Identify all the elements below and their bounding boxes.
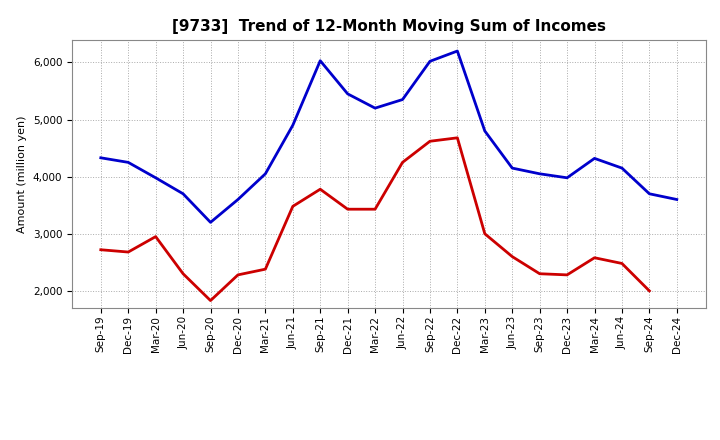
Ordinary Income: [563, 175, 572, 180]
Net Income: [426, 139, 434, 144]
Ordinary Income: [261, 171, 270, 176]
Ordinary Income: [289, 123, 297, 128]
Net Income: [206, 298, 215, 303]
Net Income: [563, 272, 572, 278]
Ordinary Income: [96, 155, 105, 161]
Net Income: [261, 267, 270, 272]
Net Income: [151, 234, 160, 239]
Net Income: [96, 247, 105, 253]
Net Income: [618, 261, 626, 266]
Net Income: [508, 254, 516, 259]
Net Income: [371, 206, 379, 212]
Ordinary Income: [618, 165, 626, 171]
Line: Net Income: Net Income: [101, 138, 649, 301]
Net Income: [179, 271, 187, 276]
Ordinary Income: [206, 220, 215, 225]
Net Income: [536, 271, 544, 276]
Ordinary Income: [590, 156, 599, 161]
Title: [9733]  Trend of 12-Month Moving Sum of Incomes: [9733] Trend of 12-Month Moving Sum of I…: [172, 19, 606, 34]
Net Income: [453, 135, 462, 140]
Ordinary Income: [371, 106, 379, 111]
Ordinary Income: [453, 48, 462, 54]
Net Income: [398, 160, 407, 165]
Ordinary Income: [179, 191, 187, 196]
Net Income: [289, 204, 297, 209]
Line: Ordinary Income: Ordinary Income: [101, 51, 677, 222]
Ordinary Income: [151, 175, 160, 180]
Ordinary Income: [480, 128, 489, 134]
Ordinary Income: [508, 165, 516, 171]
Net Income: [124, 249, 132, 255]
Net Income: [316, 187, 325, 192]
Ordinary Income: [645, 191, 654, 196]
Net Income: [233, 272, 242, 278]
Net Income: [590, 255, 599, 260]
Ordinary Income: [536, 171, 544, 176]
Net Income: [480, 231, 489, 236]
Net Income: [343, 206, 352, 212]
Y-axis label: Amount (million yen): Amount (million yen): [17, 115, 27, 233]
Ordinary Income: [426, 59, 434, 64]
Ordinary Income: [316, 58, 325, 63]
Ordinary Income: [343, 91, 352, 96]
Net Income: [645, 288, 654, 293]
Ordinary Income: [398, 97, 407, 102]
Ordinary Income: [233, 197, 242, 202]
Ordinary Income: [672, 197, 681, 202]
Ordinary Income: [124, 160, 132, 165]
